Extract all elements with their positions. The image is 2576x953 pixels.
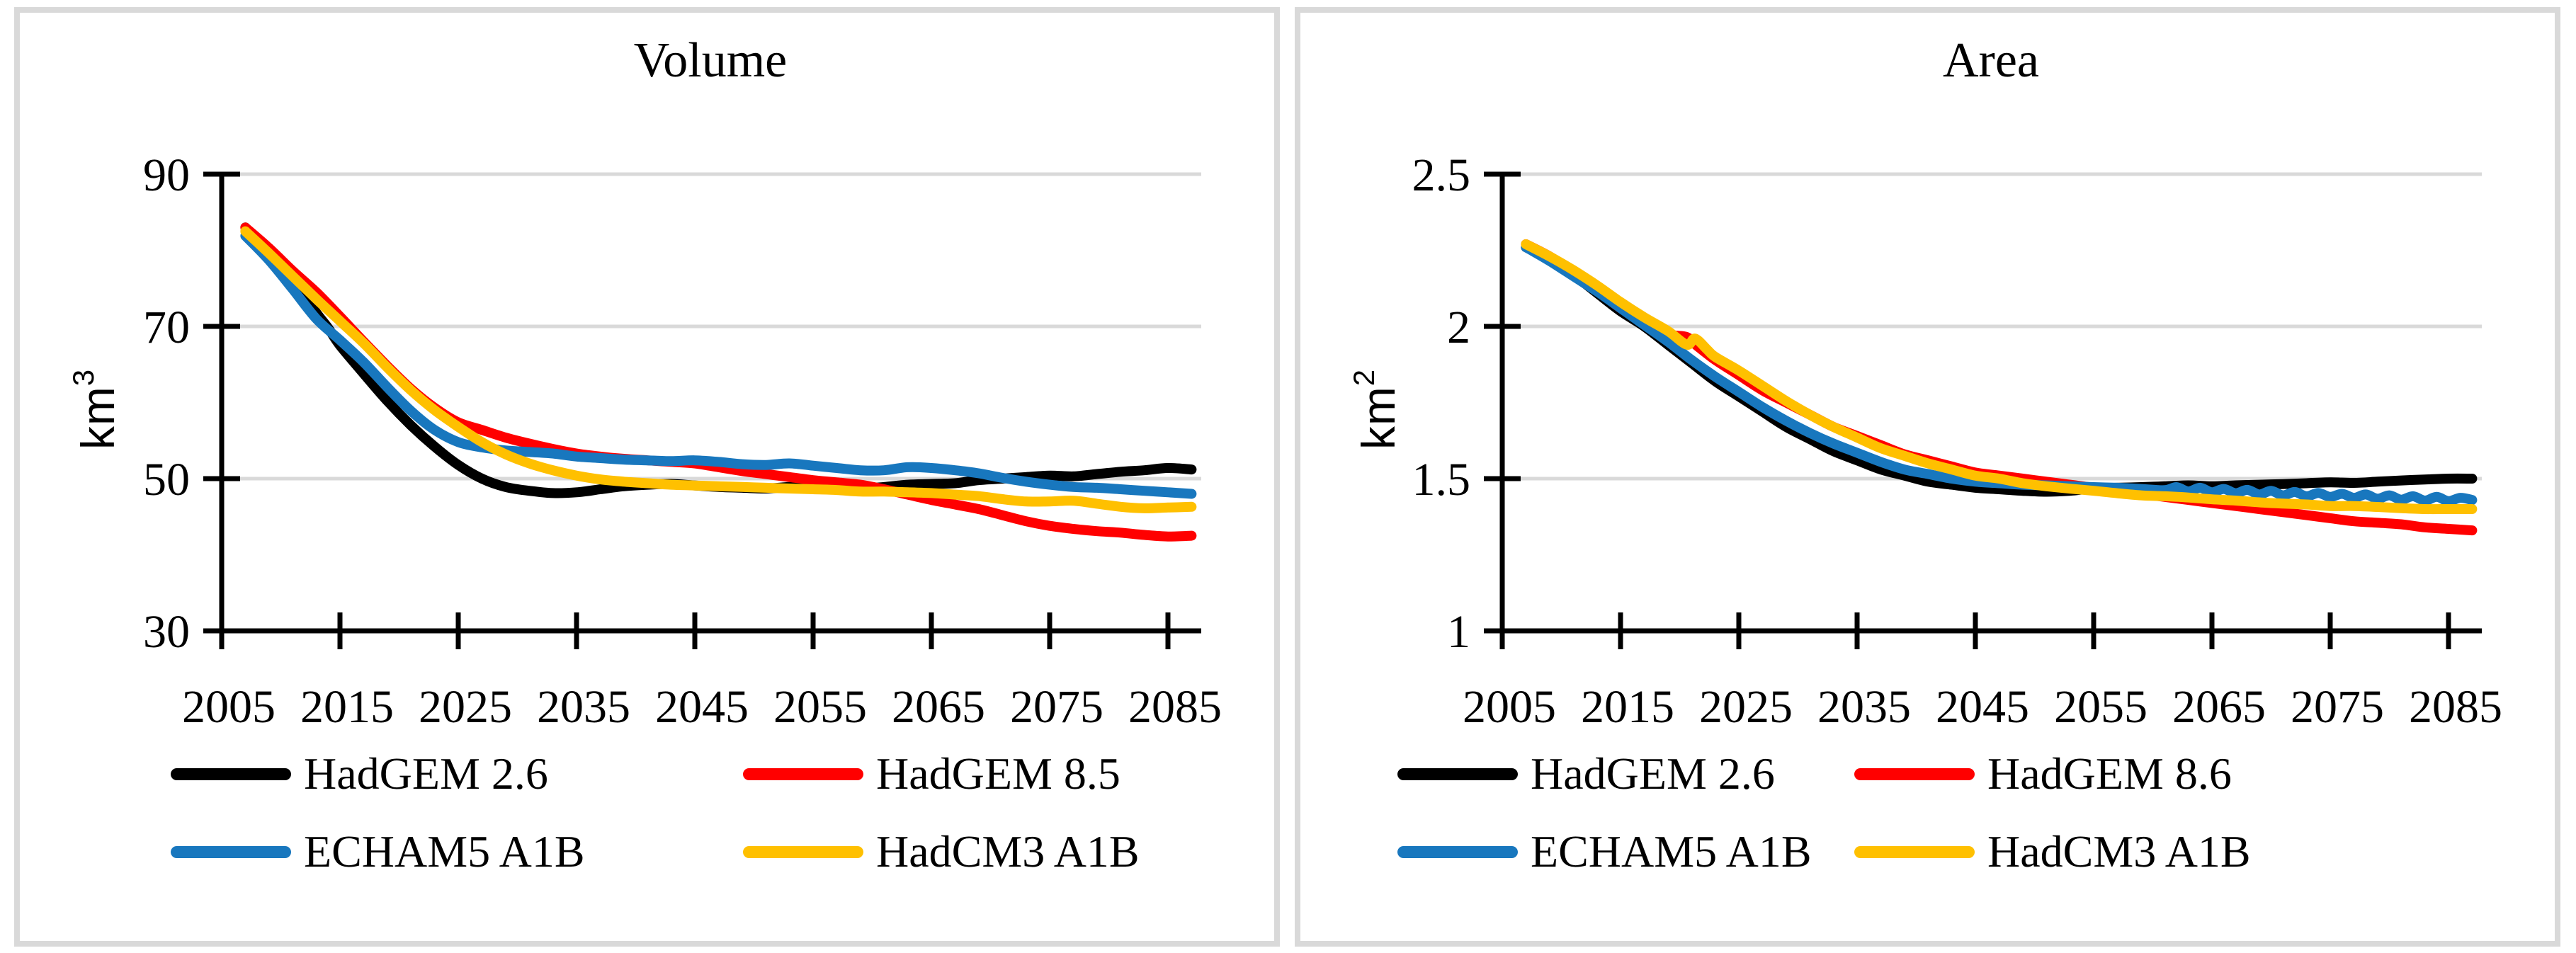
series-line-echam5-a1b (240, 231, 1197, 499)
y-tick-label: 2 (1447, 302, 1470, 353)
x-tick-label: 2075 (1010, 681, 1103, 733)
x-tick-label: 2035 (537, 681, 630, 733)
legend-item-hadgem85: HadGEM 8.5 (743, 743, 1120, 804)
x-tick-label: 2085 (1128, 681, 1222, 733)
legend-label: HadCM3 A1B (876, 826, 1140, 877)
legend-label: HadGEM 2.6 (1531, 748, 1775, 799)
x-tick-label: 2075 (2291, 681, 2384, 733)
chart-title-volume: Volume (633, 33, 788, 88)
y-tick-label: 1 (1447, 606, 1470, 658)
y-tick-label: 70 (143, 302, 190, 353)
y-tick-label: 50 (143, 454, 190, 506)
legend-swatch-blue-line-icon (171, 845, 291, 858)
area-chart-panel: Area km2 2.5 2 1.5 1 2005 2015 2025 2035 2045 205… (1295, 7, 2560, 947)
chart-title-area: Area (1942, 33, 2039, 88)
x-tick-label: 2025 (419, 681, 512, 733)
legend-swatch-blue-line-icon (1397, 845, 1518, 858)
legend-item-hadgem86: HadGEM 8.6 (1854, 743, 2232, 804)
y-tick-label: 2.5 (1412, 149, 1471, 201)
legend-label: ECHAM5 A1B (1531, 826, 1812, 877)
legend-label: ECHAM5 A1B (304, 826, 585, 877)
legend-label: HadGEM 2.6 (304, 748, 548, 799)
area-plot: 2.5 2 1.5 1 2005 2015 2025 2035 2045 2055 2065 2075… (1412, 149, 2503, 733)
x-tick-label: 2065 (2172, 681, 2266, 733)
legend-item-hadcm3: HadCM3 A1B (1854, 821, 2251, 882)
series-line-hadcm3-a1b (240, 226, 1197, 513)
legend-item-echam5: ECHAM5 A1B (171, 821, 585, 882)
volume-plot: 90 70 50 30 2005 2015 2025 2035 2045 2055 2065 2075… (143, 149, 1222, 733)
legend-item-hadgem26: HadGEM 2.6 (1397, 743, 1775, 804)
x-tick-label: 2085 (2409, 681, 2502, 733)
x-tick-label: 2025 (1699, 681, 1793, 733)
x-tick-label: 2005 (1463, 681, 1556, 733)
x-tick-label: 2045 (655, 681, 749, 733)
legend-label: HadCM3 A1B (1987, 826, 2251, 877)
series-line-hadgem-2-6 (1521, 242, 2478, 497)
legend-label: HadGEM 8.5 (876, 748, 1120, 799)
legend-swatch-red-line-icon (1854, 767, 1975, 780)
y-tick-label: 1.5 (1412, 454, 1471, 506)
legend-swatch-black-line-icon (1397, 767, 1518, 780)
x-tick-label: 2005 (182, 681, 276, 733)
y-tick-label: 90 (143, 149, 190, 201)
y-tick-label: 30 (143, 606, 190, 658)
x-tick-label: 2045 (1936, 681, 2029, 733)
legend-item-hadcm3: HadCM3 A1B (743, 821, 1140, 882)
legend-label: HadGEM 8.6 (1987, 748, 2232, 799)
legend-swatch-yellow-line-icon (743, 845, 863, 858)
volume-chart-panel: Volume km3 90 70 50 30 2005 2015 2025 2035 2045 2… (14, 7, 1280, 947)
legend-item-echam5: ECHAM5 A1B (1397, 821, 1812, 882)
series-line-hadcm3-a1b (1521, 239, 2478, 515)
x-tick-label: 2015 (1581, 681, 1674, 733)
legend-swatch-yellow-line-icon (1854, 845, 1975, 858)
x-tick-label: 2015 (300, 681, 394, 733)
x-tick-label: 2035 (1817, 681, 1911, 733)
legend-swatch-red-line-icon (743, 767, 863, 780)
legend-item-hadgem26: HadGEM 2.6 (171, 743, 548, 804)
x-tick-label: 2055 (2054, 681, 2147, 733)
series-line-echam5-a1b (1521, 242, 2478, 506)
legend-swatch-black-line-icon (171, 767, 291, 780)
x-tick-label: 2065 (892, 681, 985, 733)
x-tick-label: 2055 (773, 681, 867, 733)
